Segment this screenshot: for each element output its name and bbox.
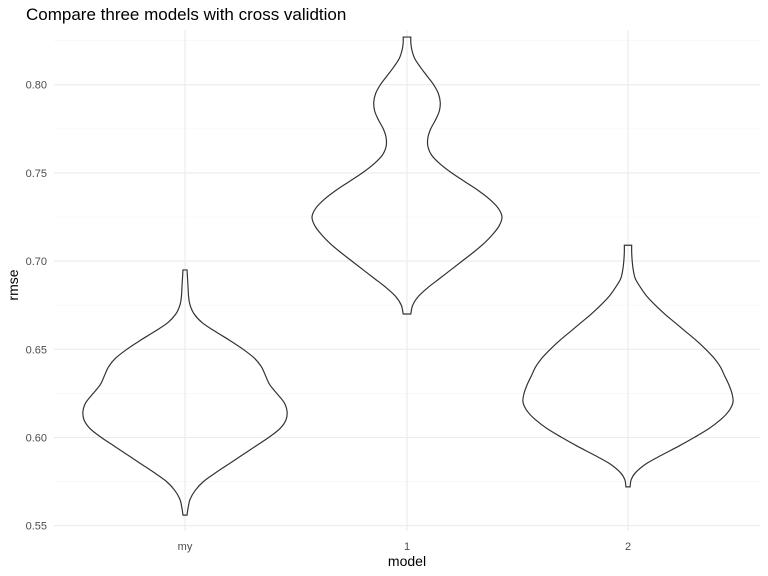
y-axis-ticks: 0.55 0.60 0.65 0.70 0.75 0.80 xyxy=(26,80,47,533)
y-tick-label: 0.80 xyxy=(26,80,47,92)
violin-my xyxy=(82,269,288,516)
x-tick-label: my xyxy=(178,541,193,553)
x-tick-label: 2 xyxy=(625,541,631,553)
violin-1 xyxy=(311,36,503,315)
x-tick-label: 1 xyxy=(404,541,410,553)
grid xyxy=(54,30,760,531)
y-tick-label: 0.70 xyxy=(26,256,47,268)
y-tick-label: 0.60 xyxy=(26,433,47,445)
x-axis-title: model xyxy=(388,553,426,569)
chart-title: Compare three models with cross validtio… xyxy=(26,5,346,24)
x-axis-ticks: my 1 2 xyxy=(178,541,631,553)
y-tick-label: 0.65 xyxy=(26,344,47,356)
violin-2 xyxy=(522,244,734,488)
y-axis-title: rmse xyxy=(5,269,21,300)
y-tick-label: 0.55 xyxy=(26,521,47,533)
violins xyxy=(82,36,734,516)
y-tick-label: 0.75 xyxy=(26,168,47,180)
